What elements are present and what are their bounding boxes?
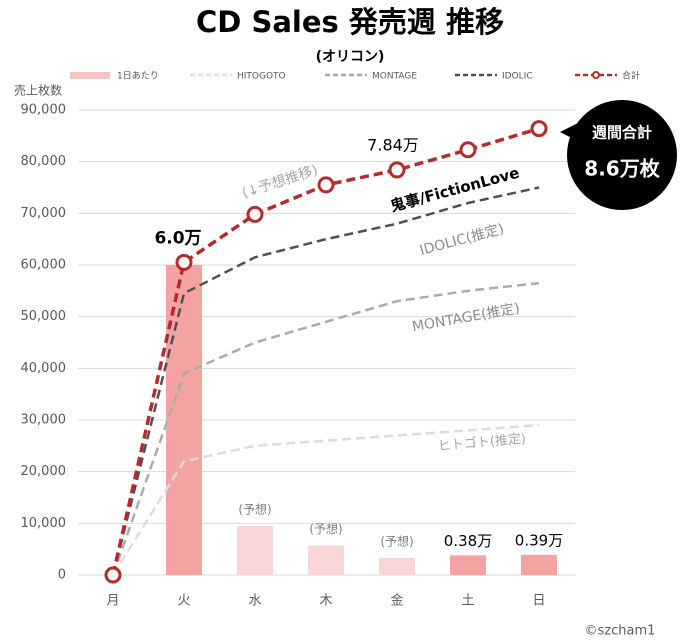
legend-label: 1日あたり (117, 71, 159, 82)
x-tick-label: 木 (319, 594, 332, 609)
bar (379, 557, 415, 575)
legend-item: 1日あたり (70, 71, 159, 82)
legend-marker (592, 71, 600, 79)
y-tick-label: 10,000 (21, 516, 67, 531)
bar (166, 265, 202, 575)
x-tick-label: 火 (177, 594, 190, 609)
point (317, 176, 335, 194)
data-label: 0.39万 (515, 531, 563, 549)
bar (308, 545, 344, 575)
legend-label: 合計 (622, 70, 640, 82)
y-tick-label: 30,000 (21, 413, 67, 428)
legend-item: HITOGOTO (190, 72, 286, 82)
legend-swatch (70, 72, 110, 79)
y-tick-label: 20,000 (21, 464, 67, 479)
y-tick-label: 50,000 (21, 309, 67, 324)
callout-bubble (567, 100, 677, 210)
line (111, 186, 540, 576)
legend-label: IDOLIC (502, 72, 533, 82)
y-tick-label: 0 (58, 568, 66, 583)
annotation: ©szcham1 (585, 624, 656, 639)
callout-text: 8.6万枚 (584, 157, 660, 181)
point (459, 141, 477, 159)
x-tick-label: 水 (248, 594, 261, 609)
chart-title: CD Sales 発売週 推移 (196, 5, 504, 39)
line (111, 281, 540, 576)
point (246, 205, 264, 223)
legend-item: 合計 (575, 70, 640, 82)
legend-label: MONTAGE (372, 72, 417, 82)
x-tick-label: 日 (532, 594, 545, 609)
legend-label: HITOGOTO (237, 72, 286, 82)
bar (237, 525, 273, 575)
data-label: 7.84万 (367, 135, 419, 154)
line (111, 423, 540, 576)
x-tick-label: 土 (461, 594, 474, 609)
y-tick-label: 60,000 (21, 258, 67, 273)
y-axis-label: 売上枚数 (14, 83, 62, 98)
bar (450, 555, 486, 575)
annotation: MONTAGE(推定) (411, 301, 521, 336)
data-label: 6.0万 (154, 228, 201, 248)
annotation: ヒトゴト(推定) (437, 431, 526, 455)
y-tick-label: 40,000 (21, 361, 67, 376)
y-tick-label: 80,000 (21, 154, 67, 169)
point (104, 566, 122, 584)
x-tick-label: 金 (390, 593, 403, 609)
bar-note: (予想) (309, 521, 342, 536)
y-tick-label: 90,000 (21, 103, 67, 118)
legend-item: MONTAGE (325, 72, 417, 82)
y-tick-label: 70,000 (21, 206, 67, 221)
chart-subtitle: (オリコン) (316, 49, 385, 65)
callout-text: 週間合計 (592, 124, 652, 142)
annotation: (↓予想推移) (240, 162, 320, 202)
bar-note: (予想) (380, 533, 413, 548)
point (388, 161, 406, 179)
point (530, 120, 548, 138)
bar (521, 554, 557, 575)
point (175, 253, 193, 271)
annotation: IDOLIC(推定) (418, 221, 506, 259)
legend-item: IDOLIC (455, 72, 533, 82)
data-label: 0.38万 (444, 532, 492, 550)
bar-note: (予想) (238, 501, 271, 516)
x-tick-label: 月 (106, 594, 119, 609)
